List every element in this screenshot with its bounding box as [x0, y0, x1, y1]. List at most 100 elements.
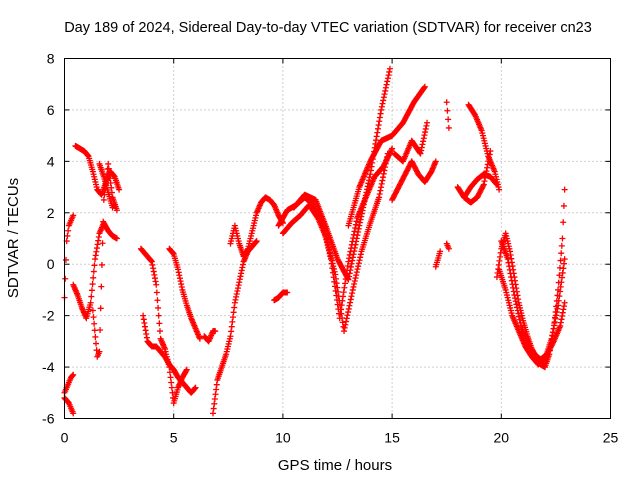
data-point: [113, 207, 120, 214]
data-point: [560, 219, 567, 226]
data-point: [506, 266, 513, 273]
data-point: [168, 379, 175, 386]
data-point: [337, 301, 344, 308]
data-point: [506, 263, 513, 270]
x-tick-label: 25: [603, 430, 619, 446]
data-point: [69, 372, 76, 379]
data-point: [70, 371, 77, 378]
data-point: [517, 319, 524, 326]
data-point: [511, 292, 518, 299]
data-point: [326, 246, 333, 253]
data-point: [432, 158, 439, 165]
y-axis-label: SDTVAR / TECUs: [5, 178, 22, 298]
data-point: [338, 310, 345, 317]
data-point: [88, 287, 95, 294]
data-point: [380, 94, 387, 101]
data-point: [556, 293, 563, 300]
y-tick-label: 6: [47, 102, 55, 118]
data-point: [192, 384, 199, 391]
data-point: [346, 255, 353, 262]
data-point: [379, 177, 386, 184]
data-point: [386, 65, 393, 72]
data-point: [341, 324, 348, 331]
data-point: [558, 242, 565, 249]
data-point: [422, 125, 429, 132]
data-point: [156, 320, 163, 327]
data-point: [350, 283, 357, 290]
data-point: [512, 295, 519, 302]
x-tick-labels: 0 5 10 15 20 25: [61, 58, 619, 446]
y-tick-label: -6: [42, 411, 55, 427]
data-point: [98, 283, 105, 290]
data-point: [382, 84, 389, 91]
data-point: [550, 339, 557, 346]
x-tick-label: 5: [170, 430, 178, 446]
x-axis-label: GPS time / hours: [278, 457, 392, 474]
data-point: [90, 274, 97, 281]
data-point: [554, 305, 561, 312]
data-point: [386, 68, 393, 75]
data-point: [507, 270, 514, 277]
data-point: [97, 305, 104, 312]
y-tick-label: 0: [47, 256, 55, 272]
data-point: [90, 314, 97, 321]
data-point: [384, 78, 391, 85]
data-point: [482, 171, 489, 178]
data-point: [493, 180, 500, 187]
plot-frame: [64, 58, 611, 419]
data-point: [505, 259, 512, 266]
data-point: [384, 154, 391, 161]
data-point: [345, 305, 352, 312]
data-point: [512, 298, 519, 305]
data-point: [555, 302, 562, 309]
data-point: [328, 257, 335, 264]
grid: [64, 58, 611, 419]
data-point: [334, 284, 341, 291]
data-point: [341, 284, 348, 291]
data-point: [508, 277, 515, 284]
data-point: [342, 321, 349, 328]
data-point: [384, 150, 391, 157]
data-point: [376, 190, 383, 197]
data-point: [284, 289, 291, 296]
data-point: [335, 288, 342, 295]
data-point: [381, 167, 388, 174]
data-point: [345, 309, 352, 316]
data-point: [253, 238, 260, 245]
data-point: [343, 318, 350, 325]
data-markers: [61, 65, 568, 417]
data-point: [516, 316, 523, 323]
data-point: [344, 262, 351, 269]
data-point: [153, 281, 160, 288]
data-point: [89, 281, 96, 288]
data-point: [87, 299, 94, 306]
data-point: [552, 315, 559, 322]
data-point: [62, 275, 69, 282]
data-point: [418, 144, 425, 151]
data-point: [443, 99, 450, 106]
data-point: [424, 119, 431, 126]
data-point: [380, 97, 387, 104]
data-point: [336, 297, 343, 304]
y-tick-label: -4: [42, 359, 55, 375]
data-point: [383, 81, 390, 88]
data-point: [92, 333, 99, 340]
y-tick-label: 2: [47, 205, 55, 221]
data-point: [445, 116, 452, 123]
data-point: [62, 256, 69, 263]
data-point: [100, 218, 107, 225]
data-point: [384, 75, 391, 82]
data-point: [340, 289, 347, 296]
data-point: [420, 135, 427, 142]
data-point: [99, 240, 106, 247]
data-point: [485, 158, 492, 165]
data-point: [487, 148, 494, 155]
data-point: [510, 284, 517, 291]
data-point: [344, 312, 351, 319]
data-point: [343, 315, 350, 322]
data-point: [559, 269, 566, 276]
data-point: [168, 384, 175, 391]
data-point: [70, 212, 77, 219]
data-point: [155, 312, 162, 319]
data-point: [116, 186, 123, 193]
